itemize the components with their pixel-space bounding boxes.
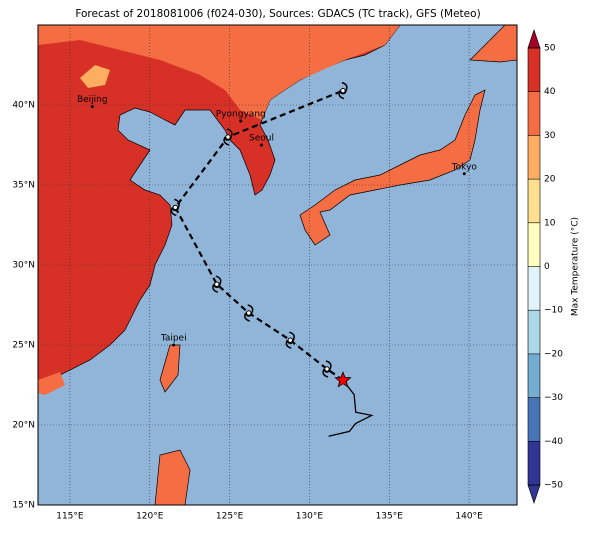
cyclone-eye: [340, 87, 346, 94]
lon-tick-label: 120°E: [136, 512, 164, 522]
city-label: Pyongyang: [216, 110, 266, 120]
cyclone-symbol: [322, 360, 332, 378]
colorbar-extend-high: [527, 29, 541, 49]
colorbar-label: Max Temperature (°C): [571, 217, 581, 316]
colorbar-tick-label: −50: [544, 481, 563, 491]
lat-tick-label: 20°N: [12, 421, 35, 431]
colorbar-tick-label: 0: [544, 262, 550, 272]
colorbar-tick-label: 10: [544, 218, 556, 228]
cyclone-eye: [324, 366, 330, 372]
city-label: Beijing: [77, 95, 108, 105]
colorbar-tick-label: 50: [544, 44, 556, 54]
city-marker: [260, 143, 264, 147]
city-marker: [462, 172, 466, 176]
japan: [299, 89, 486, 246]
cyclone-eye: [225, 134, 231, 140]
colorbar-band: [528, 135, 540, 180]
colorbar-band: [528, 222, 540, 267]
lon-tick-label: 115°E: [56, 512, 84, 522]
lat-tick-label: 25°N: [12, 341, 35, 351]
city-label: Seoul: [249, 134, 274, 144]
colorbar-tick-label: 30: [544, 131, 556, 141]
colorbar-tick-label: 40: [544, 87, 556, 97]
city-marker: [90, 105, 94, 109]
colorbar-tick-label: −40: [544, 437, 563, 447]
observed-track: [328, 379, 374, 437]
colorbar-band: [528, 179, 540, 223]
colorbar-band: [528, 91, 540, 136]
cyclone-symbol: [170, 198, 180, 217]
north-warm-zone: [38, 25, 400, 120]
coast-patch: [38, 372, 65, 395]
colorbar-band: [528, 397, 540, 442]
taiwan: [159, 344, 181, 393]
title: Forecast of 2018081006 (f024-030), Sourc…: [75, 8, 480, 20]
cyclone-eye: [214, 281, 220, 287]
lon-tick-label: 135°E: [376, 512, 404, 522]
lon-tick-label: 140°E: [455, 512, 483, 522]
lat-tick-label: 35°N: [12, 181, 35, 191]
lon-tick-label: 130°E: [296, 512, 324, 522]
colorbar-band: [528, 353, 540, 398]
colorbar-band: [528, 48, 540, 92]
current-position: [334, 371, 352, 388]
cyclone-symbol: [338, 81, 348, 100]
lat-tick-label: 40°N: [12, 101, 35, 111]
colorbar-band: [528, 441, 540, 485]
lat-tick-label: 30°N: [12, 261, 35, 271]
colorbar-tick-label: −30: [544, 393, 563, 403]
city-marker: [239, 119, 243, 123]
cyclone-eye: [287, 337, 293, 343]
city-label: Tokyo: [451, 162, 478, 172]
hokkaido: [469, 25, 517, 63]
colorbar-extend-low: [527, 484, 541, 504]
cyclone-symbol: [212, 275, 222, 293]
luzon: [154, 449, 191, 505]
colorbar-tick-label: 20: [544, 175, 556, 185]
map-frame: [37, 24, 518, 506]
cyclone-symbol: [285, 331, 295, 349]
colorbar-band: [528, 266, 540, 311]
colorbar-tick-label: −20: [544, 349, 563, 359]
city-marker: [172, 343, 176, 347]
lat-tick-label: 15°N: [12, 501, 35, 511]
cyclone-symbol: [244, 304, 254, 322]
colorbar-tick-label: −10: [544, 306, 563, 316]
cyclone-eye: [246, 310, 252, 316]
warm-patch: [80, 65, 110, 88]
colorbar-band: [528, 310, 540, 354]
mainland: [38, 25, 401, 393]
lon-tick-label: 125°E: [216, 512, 244, 522]
city-label: Taipei: [160, 334, 187, 344]
cyclone-eye: [172, 204, 179, 211]
cyclone-symbol: [223, 128, 233, 146]
map-area: Beijing Pyongyang Seoul Tokyo Taipei: [38, 25, 517, 505]
